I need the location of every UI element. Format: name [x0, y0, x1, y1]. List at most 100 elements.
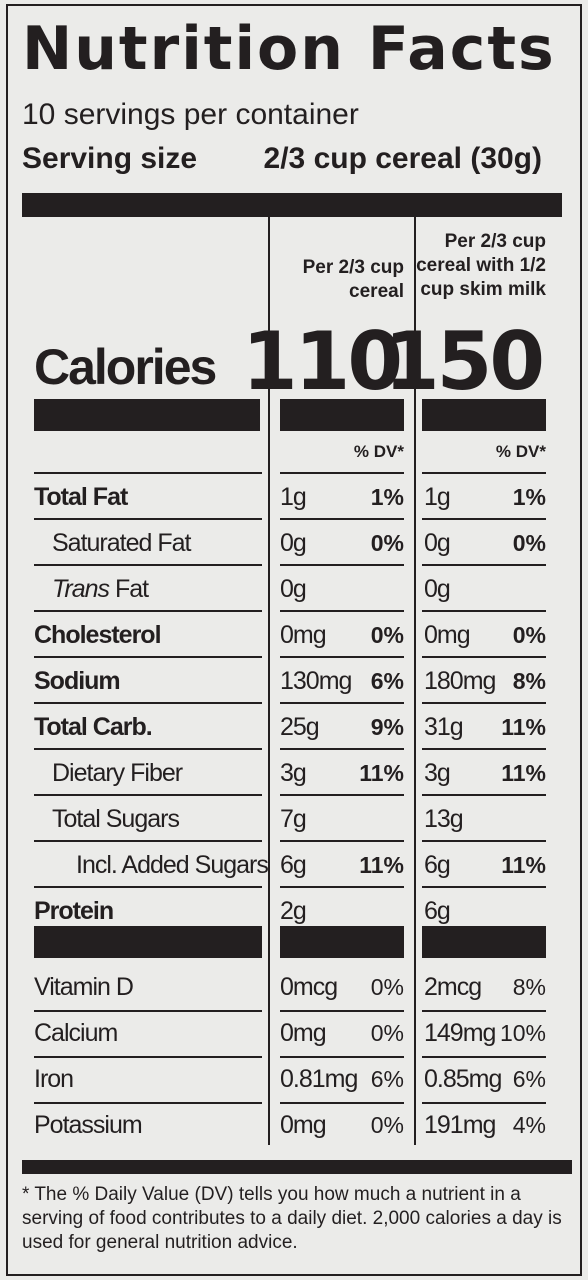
thick-rule-top — [22, 193, 562, 217]
column-header-with-milk: Per 2/3 cup cereal with 1/2 cup skim mil… — [416, 230, 546, 302]
row-rule — [422, 748, 546, 750]
column-header-cereal: Per 2/3 cup cereal — [303, 256, 404, 304]
dv-with-milk: 0% — [512, 530, 546, 556]
dv-with-milk: 10% — [499, 1020, 546, 1046]
nutrient-label: Dietary Fiber — [52, 759, 183, 787]
row-rule — [34, 564, 262, 566]
amount-cereal: 130mg — [280, 667, 352, 695]
amount-cereal: 0.81mg — [280, 1065, 358, 1093]
row-rule — [422, 794, 546, 796]
dv-with-milk: 0% — [512, 622, 546, 648]
calories-label: Calories — [34, 339, 217, 395]
protein-thick-rule — [280, 926, 404, 958]
row-rule — [422, 656, 546, 658]
servings-per-container: 10 servings per container — [22, 98, 359, 131]
amount-with-milk: 6g — [424, 851, 451, 879]
row-rule — [34, 610, 262, 612]
dv-with-milk: 11% — [501, 714, 546, 740]
serving-size-label: Serving size — [22, 142, 198, 175]
amount-cereal: 0mg — [280, 1111, 327, 1139]
nutrient-label: Incl. Added Sugars — [76, 851, 269, 879]
row-rule — [280, 886, 404, 888]
row-rule — [280, 1010, 404, 1012]
row-rule — [34, 472, 262, 474]
protein-thick-rule — [34, 926, 262, 958]
row-rule — [280, 702, 404, 704]
row-rule — [34, 1102, 262, 1104]
column-header-line: Per 2/3 cup — [444, 231, 546, 252]
nutrient-label: Total Carb. — [34, 713, 153, 741]
column-divider-right — [414, 217, 416, 1145]
amount-cereal: 0g — [280, 529, 307, 557]
amount-with-milk: 6g — [424, 897, 451, 925]
amount-cereal: 0g — [280, 575, 307, 603]
nutrient-label: Total Fat — [34, 483, 128, 511]
dv-cereal: 0% — [370, 530, 404, 556]
dv-cereal: 0% — [370, 1112, 404, 1138]
amount-with-milk: 31g — [424, 713, 464, 741]
amount-cereal: 2g — [280, 897, 307, 925]
row-rule — [34, 656, 262, 658]
nutrient-label: Total Sugars — [52, 805, 180, 833]
row-rule — [422, 886, 546, 888]
amount-cereal: 3g — [280, 759, 307, 787]
dv-with-milk: 11% — [501, 760, 546, 786]
amount-with-milk: 2mcg — [424, 973, 482, 1001]
row-rule — [422, 1010, 546, 1012]
amount-with-milk: 0.85mg — [424, 1065, 502, 1093]
row-rule — [422, 610, 546, 612]
protein-thick-rule — [422, 926, 546, 958]
vitamin-label: Potassium — [34, 1111, 143, 1139]
row-rule — [34, 794, 262, 796]
dv-cereal: 0% — [370, 1020, 404, 1046]
dv-with-milk: 8% — [512, 974, 546, 1000]
vitamin-label: Vitamin D — [34, 973, 134, 1001]
row-rule — [422, 840, 546, 842]
column-header-line: cereal — [349, 281, 404, 302]
amount-with-milk: 0g — [424, 575, 451, 603]
dv-cereal: 6% — [370, 1066, 404, 1092]
dv-cereal: 9% — [370, 714, 404, 740]
nutrient-label: Trans Fat — [52, 574, 149, 604]
nutrient-label-italic: Trans — [52, 575, 110, 603]
row-rule — [34, 518, 262, 520]
row-rule — [34, 886, 262, 888]
amount-with-milk: 0mg — [424, 621, 471, 649]
amount-cereal: 0mg — [280, 1019, 327, 1047]
row-rule — [422, 1102, 546, 1104]
amount-with-milk: 3g — [424, 759, 451, 787]
dv-with-milk: 11% — [501, 852, 546, 878]
dv-with-milk: 8% — [512, 668, 546, 694]
nutrient-label: Cholesterol — [34, 621, 162, 649]
row-rule — [280, 1056, 404, 1058]
calories-bar-cereal — [280, 399, 404, 431]
row-rule — [280, 518, 404, 520]
amount-with-milk: 180mg — [424, 667, 496, 695]
row-rule — [422, 518, 546, 520]
amount-with-milk: 149mg — [424, 1019, 496, 1047]
amount-with-milk: 1g — [424, 483, 451, 511]
row-rule — [422, 472, 546, 474]
row-rule — [280, 472, 404, 474]
dv-header-cereal: % DV* — [353, 442, 404, 461]
dv-cereal: 11% — [359, 760, 404, 786]
label-title: Nutrition Facts — [22, 14, 556, 84]
row-rule — [422, 1056, 546, 1058]
amount-cereal: 6g — [280, 851, 307, 879]
label-border — [6, 4, 582, 1276]
amount-cereal: 25g — [280, 713, 320, 741]
amount-cereal: 0mcg — [280, 973, 338, 1001]
dv-header-with-milk: % DV* — [495, 442, 546, 461]
dv-cereal: 11% — [359, 852, 404, 878]
row-rule — [280, 656, 404, 658]
amount-cereal: 1g — [280, 483, 307, 511]
dv-cereal: 0% — [370, 974, 404, 1000]
dv-with-milk: 1% — [512, 484, 546, 510]
dv-with-milk: 4% — [512, 1112, 546, 1138]
calories-bar-with-milk — [422, 399, 546, 431]
dv-cereal: 6% — [370, 668, 404, 694]
amount-cereal: 0mg — [280, 621, 327, 649]
row-rule — [422, 564, 546, 566]
dv-cereal: 0% — [370, 622, 404, 648]
row-rule — [280, 564, 404, 566]
